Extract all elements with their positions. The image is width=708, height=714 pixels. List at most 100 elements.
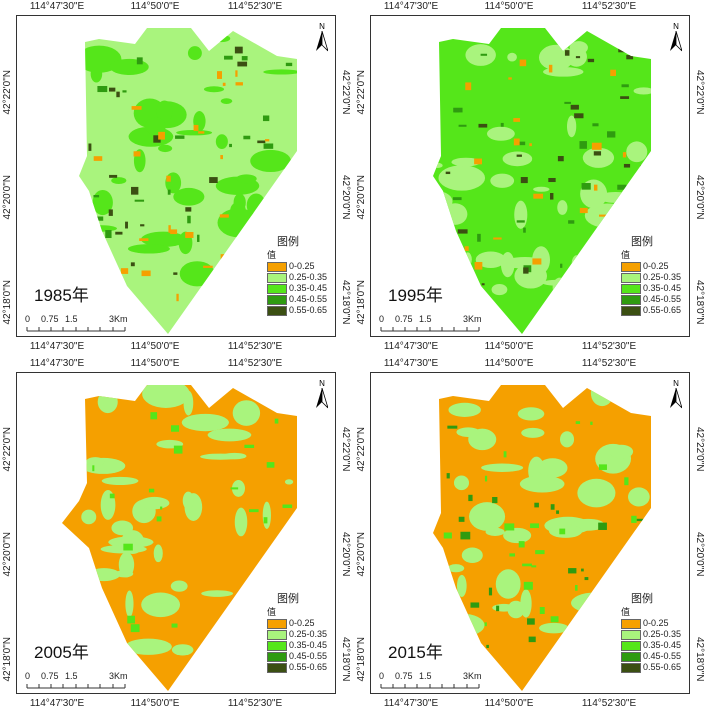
- land-patch: [548, 64, 553, 73]
- land-patch: [513, 118, 521, 122]
- legend-swatch: [621, 283, 641, 294]
- land-patch: [246, 290, 255, 299]
- land-patch: [232, 400, 261, 426]
- legend-title: 图例: [631, 236, 653, 248]
- land-patch: [513, 138, 520, 146]
- land-patch: [201, 590, 234, 597]
- land-patch: [617, 184, 627, 190]
- land-patch: [604, 615, 614, 618]
- land-patch: [484, 622, 487, 627]
- latitude-label-left: 42°20'0"N: [2, 175, 13, 220]
- land-patch: [593, 184, 598, 191]
- land-patch: [127, 244, 170, 254]
- land-patch: [182, 491, 194, 510]
- land-patch: [607, 131, 616, 138]
- land-patch: [123, 543, 133, 551]
- land-patch: [624, 211, 628, 215]
- land-patch: [503, 451, 507, 458]
- land-patch: [263, 69, 297, 75]
- legend-item: 0.25-0.35: [621, 272, 681, 283]
- legend-swatch: [621, 305, 641, 316]
- scale-label: 3Km: [109, 314, 128, 324]
- land-patch: [130, 262, 135, 267]
- land-patch: [433, 191, 453, 212]
- land-patch: [531, 565, 537, 568]
- land-patch: [456, 427, 480, 437]
- land-patch: [521, 427, 545, 438]
- land-patch: [445, 171, 451, 175]
- land-patch: [452, 197, 462, 201]
- land-patch: [620, 96, 630, 99]
- land-patch: [285, 62, 293, 67]
- land-patch: [171, 623, 178, 628]
- land-patch: [85, 457, 105, 467]
- scale-bar: 0 0.75 1.5 3Km: [25, 314, 135, 332]
- land-patch: [207, 428, 252, 442]
- land-patch: [508, 77, 512, 80]
- legend: 图例 值 0-0.25 0.25-0.35 0.35-0.45 0.45-0.55 0.…: [621, 236, 681, 316]
- land-patch: [461, 547, 483, 563]
- land-patch: [507, 600, 525, 619]
- land-patch: [274, 418, 279, 424]
- land-patch: [622, 152, 627, 158]
- land-patch: [611, 224, 616, 233]
- land-patch: [139, 496, 170, 510]
- land-patch: [173, 445, 183, 454]
- land-patch: [236, 174, 257, 184]
- land-patch: [464, 246, 469, 251]
- land-patch: [468, 494, 473, 502]
- latitude-label-left: 42°22'0"N: [356, 427, 367, 472]
- legend-swatch: [267, 629, 287, 640]
- land-patch: [575, 585, 578, 591]
- land-patch: [443, 532, 452, 539]
- land-patch: [522, 563, 532, 567]
- land-patch: [279, 213, 287, 217]
- land-patch: [185, 207, 192, 212]
- land-patch: [598, 522, 607, 530]
- land-patch: [580, 285, 587, 290]
- land-patch: [209, 177, 218, 183]
- land-patch: [125, 221, 128, 229]
- land-patch: [579, 141, 587, 149]
- land-patch: [284, 479, 294, 485]
- legend-label: 0.55-0.65: [643, 305, 682, 315]
- longitude-label-top: 114°50'0"E: [130, 358, 180, 369]
- land-patch: [113, 285, 123, 289]
- land-patch: [460, 531, 471, 540]
- land-patch: [490, 173, 515, 188]
- land-patch: [447, 615, 472, 627]
- north-arrow-icon: N: [315, 22, 329, 55]
- land-patch: [165, 172, 182, 194]
- land-patch: [556, 510, 560, 514]
- land-patch: [222, 452, 247, 460]
- land-patch: [145, 117, 166, 136]
- land-patch: [486, 126, 515, 141]
- legend-swatch: [267, 640, 287, 651]
- longitude-label-bottom: 114°47'30"E: [29, 698, 85, 709]
- land-patch: [533, 193, 544, 199]
- scale-label: 3Km: [109, 671, 128, 681]
- land-patch: [586, 255, 619, 284]
- land-patch: [160, 506, 163, 510]
- land-patch: [269, 34, 297, 41]
- land-patch: [500, 252, 515, 278]
- land-patch: [458, 124, 467, 127]
- land-patch: [514, 263, 548, 289]
- land-patch: [453, 475, 470, 491]
- land-patch: [529, 143, 532, 147]
- land-patch: [235, 82, 243, 86]
- land-patch: [481, 283, 485, 286]
- land-patch: [549, 524, 583, 538]
- latitude-label-left: 42°18'0"N: [2, 637, 13, 682]
- longitude-label-top: 114°52'30"E: [581, 358, 637, 369]
- land-patch: [590, 421, 593, 425]
- legend-item: 0.45-0.55: [621, 651, 681, 662]
- longitude-label-top: 114°47'30"E: [29, 1, 85, 12]
- map-panel-0: 114°47'30"E 114°50'0"E 114°52'30"E 114°47'3…: [0, 0, 354, 357]
- land-patch: [282, 180, 297, 193]
- legend-label: 0-0.25: [643, 618, 669, 628]
- latitude-label-left: 42°22'0"N: [2, 427, 13, 472]
- land-patch: [183, 390, 194, 416]
- scale-bar: 0 0.75 1.5 3Km: [379, 314, 489, 332]
- legend-item: 0.35-0.45: [267, 283, 327, 294]
